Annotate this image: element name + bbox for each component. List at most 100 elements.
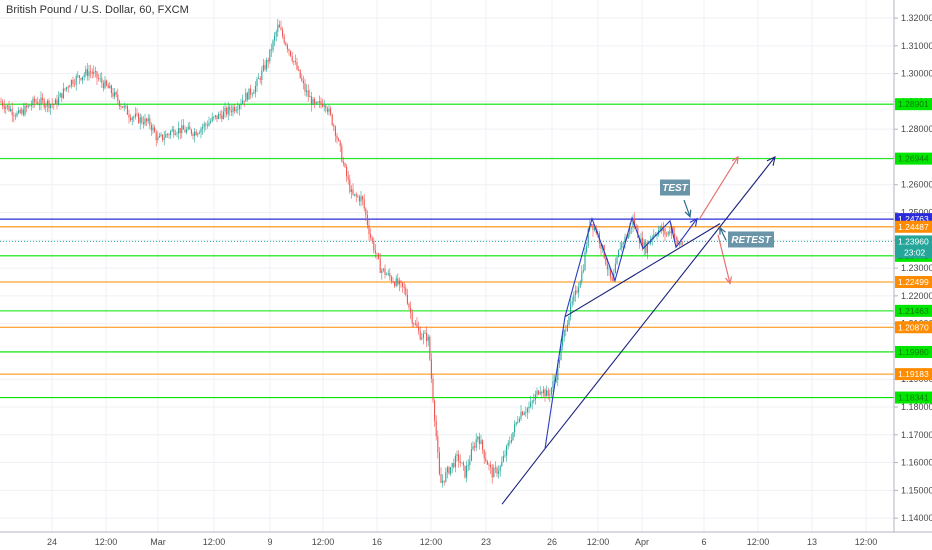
candle-body: [566, 324, 568, 332]
arrow-line: [717, 234, 731, 284]
candle-body: [226, 107, 228, 115]
candle-body: [336, 135, 338, 139]
candle-body: [35, 101, 37, 103]
x-tick-label: 12:00: [312, 537, 335, 547]
candle-body: [64, 88, 66, 90]
candle-body: [363, 199, 365, 209]
candle-body: [186, 129, 188, 133]
candle-body: [99, 78, 101, 80]
candle-body: [11, 108, 13, 116]
level-badge-support: 1.28901: [898, 99, 929, 109]
y-tick-label: 1.16000: [901, 458, 932, 468]
candle-body: [253, 92, 255, 94]
candle-body: [467, 464, 469, 466]
candle-body: [438, 452, 440, 475]
candle-body: [515, 422, 517, 425]
y-tick-label: 1.22000: [901, 291, 932, 301]
candle-body: [168, 134, 170, 136]
candle-body: [517, 421, 519, 423]
candle-body: [499, 466, 501, 472]
candle-body: [448, 467, 450, 474]
candle-body: [162, 134, 164, 140]
candle-body: [270, 49, 272, 51]
candle-body: [352, 189, 354, 195]
annotation-test: TEST: [662, 183, 688, 194]
candle-body: [274, 35, 276, 41]
candle-body: [634, 219, 636, 227]
candle-body: [245, 92, 247, 102]
candle-body: [238, 105, 240, 110]
level-badge-resistance: 1.22499: [898, 277, 929, 287]
level-badge-support: 1.26944: [898, 154, 929, 164]
candle-body: [150, 125, 152, 131]
candle-body: [192, 133, 194, 136]
candle-body: [429, 336, 431, 360]
candle-body: [117, 94, 119, 101]
last-price-badge-bg: [895, 235, 932, 259]
last-price-label: 1.23960: [898, 236, 929, 246]
time-axis[interactable]: 24 12:00 Mar 12:00 9 12:00 16 12:00 23 26 12:00 Apr…: [47, 537, 877, 547]
candle-body: [266, 59, 268, 70]
annotation-box: [660, 179, 690, 196]
candle-body: [565, 330, 567, 332]
candle-body: [149, 118, 151, 126]
candle-body: [394, 282, 396, 287]
candle-body: [582, 270, 584, 272]
candle-body: [357, 196, 359, 198]
candle-body: [456, 454, 458, 456]
candle-body: [27, 105, 29, 108]
candle-body: [62, 88, 64, 99]
candle-body: [114, 92, 116, 97]
candle-body: [379, 258, 381, 273]
candle-body: [571, 301, 573, 304]
candle-body: [144, 118, 146, 125]
candle-body: [611, 277, 613, 281]
candle-body: [216, 115, 218, 120]
level-badge-resistance: 1.20870: [898, 322, 929, 332]
candlesticks: [0, 18, 684, 488]
level-badge-support: 1.19980: [898, 347, 929, 357]
candle-body: [365, 208, 367, 216]
candle-body: [678, 243, 680, 245]
candle-body: [419, 330, 421, 340]
candle-body: [331, 114, 333, 126]
candle-body: [405, 287, 407, 295]
candle-body: [349, 179, 351, 192]
candle-body: [552, 381, 554, 388]
price-axis[interactable]: 1.140001.150001.160001.170001.180001.190…: [894, 13, 932, 523]
y-tick-label: 1.14000: [901, 513, 932, 523]
candle-body: [466, 465, 468, 478]
x-tick-label: 12:00: [420, 537, 443, 547]
candle-body: [624, 236, 626, 244]
candle-body: [317, 102, 319, 104]
candle-body: [2, 102, 4, 106]
candle-body: [682, 242, 684, 244]
candle-body: [152, 127, 154, 131]
candle-body: [586, 246, 588, 252]
candle-body: [570, 303, 572, 317]
candle-body: [202, 127, 204, 129]
candle-body: [427, 336, 429, 341]
zigzag-arrowhead: [689, 217, 698, 227]
candle-body: [618, 249, 620, 258]
candle-body: [318, 101, 320, 103]
level-badge-support-bg: [895, 152, 932, 165]
candle-body: [269, 49, 271, 62]
candle-body: [93, 71, 95, 74]
candle-body: [619, 248, 621, 250]
candle-body: [573, 295, 575, 302]
candle-body: [510, 439, 512, 443]
candle-body: [370, 234, 372, 238]
candle-body: [179, 128, 181, 134]
level-badge-support-bg: [895, 345, 932, 358]
candle-body: [330, 108, 332, 115]
candle-body: [437, 436, 439, 453]
candle-body: [314, 98, 316, 104]
candle-body: [592, 224, 594, 231]
candle-body: [606, 264, 608, 270]
candle-body: [222, 111, 224, 119]
trendline-arrowhead: [766, 155, 776, 166]
candle-body: [472, 446, 474, 450]
candle-body: [587, 228, 589, 247]
